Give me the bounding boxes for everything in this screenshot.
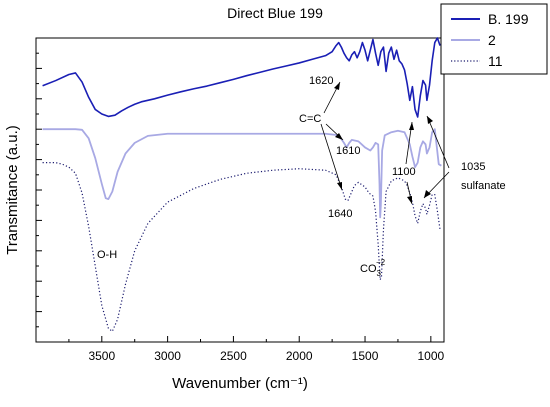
annotation-c-c: C=C	[299, 113, 321, 125]
annotation-1620: 1620	[309, 75, 333, 87]
arrowhead-1100-bottom	[407, 196, 412, 204]
arrowhead-1610	[335, 133, 343, 140]
annotation-sulfanate: sulfanate	[461, 180, 506, 192]
annotation-co3-subscript: 3	[377, 269, 382, 278]
annotation-1100: 1100	[392, 166, 416, 178]
annotation-1640: 1640	[328, 208, 352, 220]
annotation-co3: CO3 −2	[360, 258, 386, 278]
x-tick-label: 3500	[88, 349, 115, 363]
annotation-o-h: O-H	[97, 249, 117, 261]
series-line-b199	[42, 37, 441, 118]
annotation-1610: 1610	[336, 145, 360, 157]
series-line-11	[42, 162, 441, 332]
x-tick-label: 3000	[154, 349, 181, 363]
arrowhead-1100-top	[409, 122, 414, 130]
annotation-arrowheads	[334, 82, 433, 204]
annotation-co3-base: CO	[360, 263, 377, 275]
annotation-1035: 1035	[461, 161, 485, 173]
arrowhead-1035-top	[427, 116, 433, 124]
annotation-co3-superscript: −2	[376, 258, 386, 267]
legend-label-b199: B. 199	[488, 11, 529, 27]
arrowhead-1640	[337, 182, 342, 190]
legend-label-2: 2	[488, 32, 496, 48]
legend: B. 199 2 11	[440, 3, 548, 75]
arrowhead-1620	[334, 82, 340, 90]
legend-label-11: 11	[488, 53, 503, 69]
arrow-1035-top	[426, 115, 450, 169]
series-line-2	[42, 128, 442, 219]
x-tick-label: 2000	[286, 349, 313, 363]
x-tick-label: 2500	[220, 349, 247, 363]
arrowhead-1035-bottom	[424, 190, 431, 198]
y-axis-ticks	[36, 52, 42, 328]
y-axis-title: Transmitance (a.u.)	[4, 125, 21, 255]
chart-title: Direct Blue 199	[227, 5, 323, 21]
series-layer	[42, 37, 442, 332]
x-tick-label: 1500	[352, 349, 379, 363]
x-axis-ticks: 3500 3000 2500 2000 1500 1000	[68, 336, 445, 363]
x-axis-title: Wavenumber (cm⁻¹)	[172, 375, 308, 392]
arrow-c-c-to-1640	[320, 123, 343, 191]
x-tick-label: 1000	[417, 349, 444, 363]
plot-frame	[35, 37, 445, 343]
